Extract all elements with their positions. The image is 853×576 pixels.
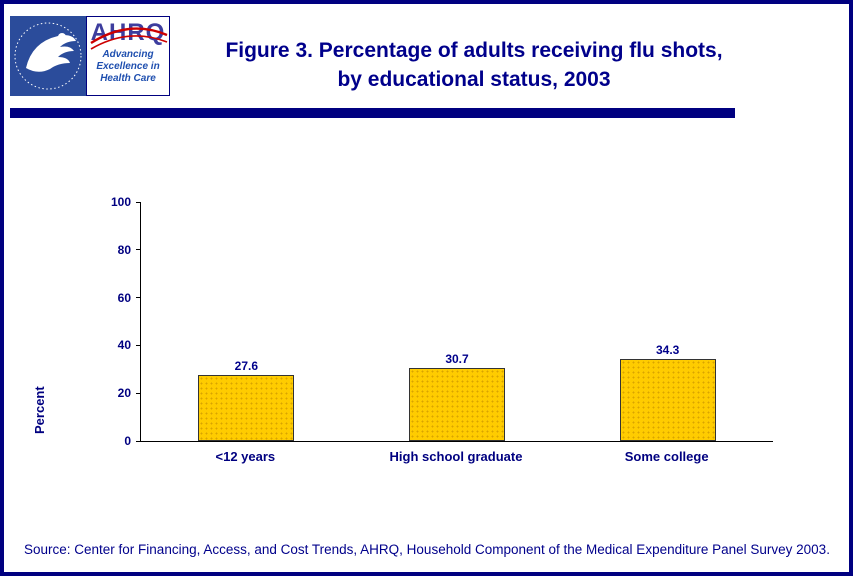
y-tick-mark <box>136 249 141 251</box>
y-tick-label: 80 <box>117 242 131 257</box>
bar-3 <box>619 359 716 441</box>
figure-title-line1: Figure 3. Percentage of adults receiving… <box>225 39 723 62</box>
flu-shots-bar-chart: Percent 0 20 40 60 80 100 27.6 30.7 34.3 <12 ye… <box>4 134 849 524</box>
figure-title: Figure 3. Percentage of adults receiving… <box>174 36 774 94</box>
bar-2 <box>409 367 505 441</box>
source-note: Source: Center for Financing, Access, an… <box>24 542 830 557</box>
y-tick-label: 100 <box>110 195 131 209</box>
y-tick-100: 100 <box>105 195 141 209</box>
y-tick-60: 60 <box>105 291 141 305</box>
y-tick-20: 20 <box>105 386 141 400</box>
y-tick-mark <box>136 344 141 346</box>
y-tick-80: 80 <box>105 243 141 257</box>
y-tick-label: 0 <box>124 434 131 448</box>
ahrq-tagline: Advancing Excellence in Health Care <box>87 49 169 85</box>
ahrq-acronym: AHRQ <box>90 19 166 46</box>
y-tick-40: 40 <box>105 338 141 352</box>
ahrq-logo: AHRQ Advancing Excellence in Health Care <box>86 16 170 96</box>
logo-group: AHRQ Advancing Excellence in Health Care <box>10 16 170 96</box>
bars-container: 27.6 30.7 34.3 <box>141 202 773 441</box>
y-tick-label: 40 <box>117 338 131 353</box>
x-axis-labels: <12 years High school graduate Some colleg… <box>140 449 772 464</box>
ahrq-tagline-line2: Excellence in <box>96 61 160 72</box>
y-tick-mark <box>136 440 141 442</box>
ahrq-swoosh-icon <box>90 27 168 50</box>
y-axis-label: Percent <box>32 386 47 434</box>
y-tick-mark <box>136 201 141 203</box>
bar-slot-1: 27.6 <box>141 202 352 441</box>
ahrq-tagline-line1: Advancing <box>102 49 154 60</box>
y-tick-label: 60 <box>117 290 131 305</box>
bar-value-label: 34.3 <box>656 343 680 358</box>
x-category-label: Some college <box>624 449 709 464</box>
x-category-label: High school graduate <box>389 449 523 464</box>
y-tick-mark <box>136 297 141 299</box>
y-tick-0: 0 <box>105 434 141 448</box>
hhs-eagle-logo-icon <box>10 16 86 96</box>
y-tick-label: 20 <box>117 386 131 401</box>
bar-value-label: 30.7 <box>445 351 469 366</box>
bar-1 <box>198 375 295 441</box>
plot-area: 0 20 40 60 80 100 27.6 30.7 34.3 <box>111 195 773 448</box>
bar-slot-3: 34.3 <box>562 202 773 441</box>
figure-title-line2: by educational status, 2003 <box>337 68 611 91</box>
ahrq-tagline-line3: Health Care <box>100 73 156 84</box>
x-category-label: <12 years <box>215 449 276 464</box>
bar-slot-2: 30.7 <box>352 202 563 441</box>
title-underline-bar <box>10 108 735 118</box>
y-tick-mark <box>136 392 141 394</box>
bar-value-label: 27.6 <box>234 359 259 374</box>
